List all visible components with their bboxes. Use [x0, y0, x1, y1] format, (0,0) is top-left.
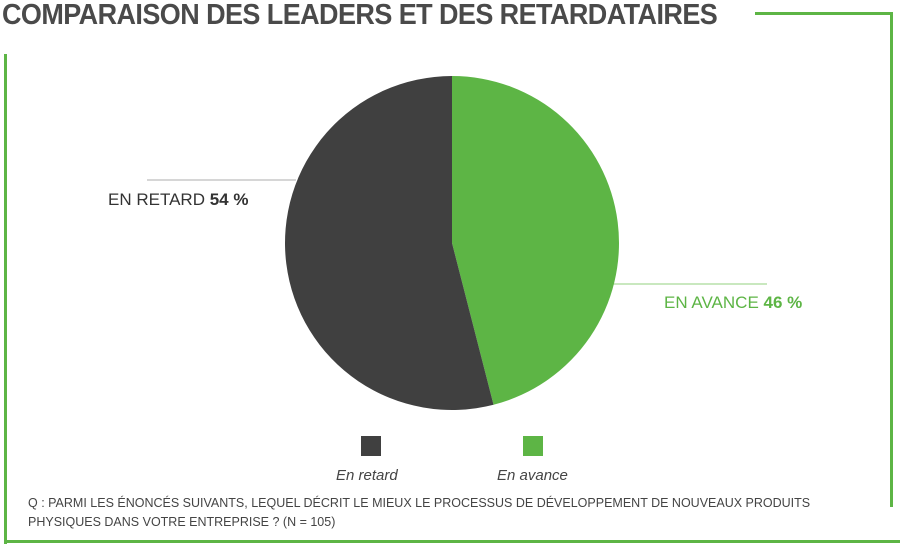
survey-question-line-1: Q : PARMI LES ÉNONCÉS SUIVANTS, LEQUEL D…: [28, 496, 811, 510]
frame-border-left: [4, 54, 7, 544]
legend-swatch-en-retard: [361, 436, 381, 456]
pie-slice-en-avance: [452, 76, 620, 405]
data-label-en-avance: EN AVANCE 46 %: [664, 293, 802, 313]
frame-border-bottom: [4, 540, 900, 543]
frame-border-top: [755, 12, 893, 15]
pie-slice-en-retard: [285, 76, 494, 410]
data-label-en-avance-name: EN AVANCE: [664, 293, 759, 312]
data-label-en-retard: EN RETARD 54 %: [108, 190, 248, 210]
chart-title: COMPARAISON DES LEADERS ET DES RETARDATA…: [2, 0, 718, 31]
survey-question: Q : PARMI LES ÉNONCÉS SUIVANTS, LEQUEL D…: [28, 494, 848, 532]
data-label-en-retard-value: 54 %: [209, 190, 249, 209]
frame-border-right: [890, 12, 893, 507]
data-label-en-avance-value: 46 %: [763, 293, 803, 312]
data-label-en-retard-name: EN RETARD: [108, 190, 205, 209]
legend-label-en-avance: En avance: [497, 467, 568, 484]
legend-swatch-en-avance: [523, 436, 543, 456]
legend-label-en-retard: En retard: [336, 467, 398, 484]
survey-question-line-2: PHYSIQUES DANS VOTRE ENTREPRISE ? (N = 1…: [28, 515, 336, 529]
